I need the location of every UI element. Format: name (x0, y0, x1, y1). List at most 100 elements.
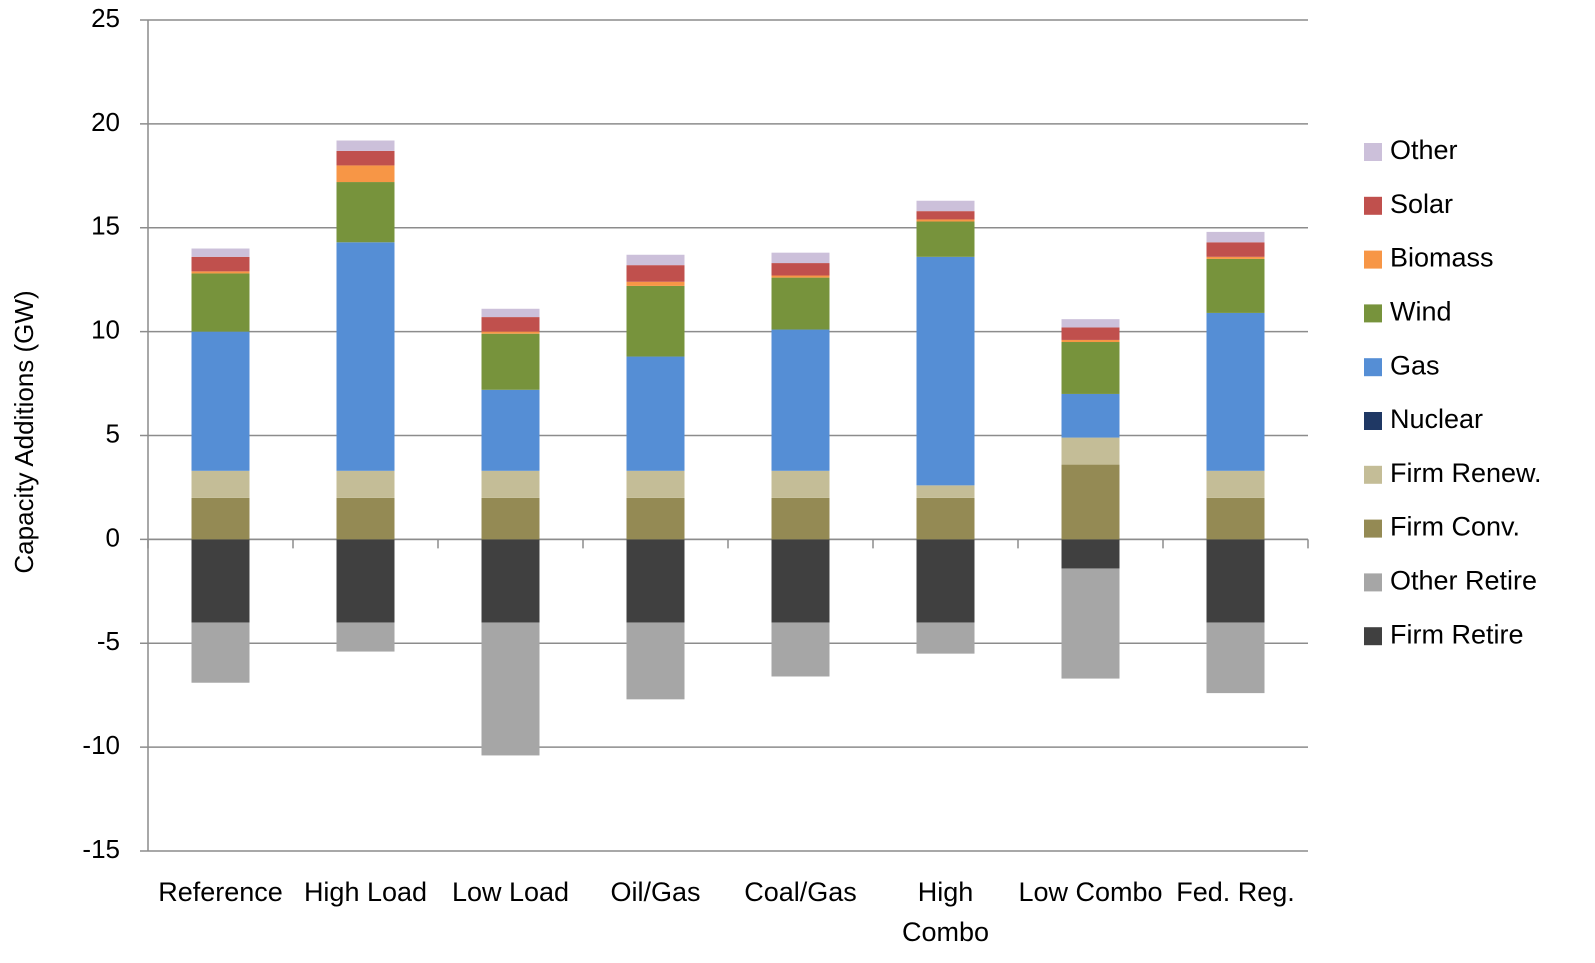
x-tick-label: Low Load (451, 877, 570, 907)
bar-segment (626, 281, 685, 286)
bar-segment (481, 622, 540, 756)
legend-swatch (1364, 250, 1382, 269)
bar-segment (626, 497, 685, 540)
bar-segment (481, 497, 540, 540)
y-tick-label: 0 (106, 522, 120, 552)
bar-segment (916, 622, 975, 654)
bar-segment (916, 219, 975, 222)
legend-label: Wind (1390, 297, 1452, 327)
bar-segment (1061, 339, 1120, 343)
bar-segment (481, 331, 540, 334)
bar-segment (1206, 231, 1265, 243)
bar-segment (1206, 470, 1265, 498)
bar-segment (626, 254, 685, 266)
bar-segment (626, 285, 685, 357)
bar-segment (771, 329, 830, 471)
legend-swatch (1364, 519, 1382, 538)
bar-segment (191, 331, 250, 471)
bar-segment (191, 273, 250, 332)
bar-segment (771, 277, 830, 330)
bar-segment (916, 485, 975, 498)
bar-segment (336, 539, 395, 623)
bar-segment (771, 470, 830, 498)
bar-segment (191, 271, 250, 274)
legend-label: Other (1390, 135, 1458, 165)
bar-segment (191, 497, 250, 540)
bar-segment (1206, 497, 1265, 540)
bar-segment (626, 265, 685, 282)
bar-segment (1206, 622, 1265, 694)
legend-label: Biomass (1390, 243, 1494, 273)
y-tick-label: -5 (97, 626, 120, 656)
bar-segment (481, 539, 540, 623)
bar-segment (336, 622, 395, 652)
x-tick-label: High Combo (901, 877, 990, 947)
y-tick-label: -15 (82, 834, 120, 864)
bar-segment (1061, 464, 1120, 540)
legend-swatch (1364, 196, 1382, 215)
x-tick-label: Oil/Gas (610, 877, 701, 907)
bar-segment (1061, 342, 1120, 394)
bar-segment (1061, 393, 1120, 438)
bar-segment (481, 308, 540, 318)
y-axis-title: Capacity Additions (GW) (9, 290, 39, 573)
legend-label: Gas (1390, 350, 1440, 380)
bar-segment (481, 317, 540, 332)
y-tick-label: 15 (91, 211, 120, 241)
bar-segment (771, 539, 830, 623)
bar-segment (916, 200, 975, 212)
bar-segment (916, 256, 975, 486)
legend-label: Nuclear (1390, 404, 1483, 434)
bar-segment (1061, 437, 1120, 465)
bar-segment (481, 389, 540, 471)
bar-segment (191, 256, 250, 272)
legend-swatch (1364, 573, 1382, 592)
bar-segment (191, 622, 250, 683)
bar-segment (1061, 539, 1120, 569)
x-tick-label: Low Combo (1018, 877, 1163, 907)
x-tick-label: Fed. Reg. (1176, 877, 1295, 907)
legend-label: Firm Conv. (1390, 512, 1520, 542)
bar-segment (481, 470, 540, 498)
bar-segment (336, 497, 395, 540)
legend-swatch (1364, 627, 1382, 646)
bar-segment (481, 333, 540, 390)
x-tick-label: High Load (303, 877, 428, 907)
bar-segment (1061, 319, 1120, 328)
legend-swatch (1364, 465, 1382, 484)
y-tick-label: 20 (91, 107, 120, 137)
bar-segment (191, 470, 250, 498)
bar-segment (626, 539, 685, 623)
legend-swatch (1364, 143, 1382, 161)
bar-segment (626, 356, 685, 471)
bar-segment (336, 150, 395, 166)
legend-label: Other Retire (1390, 566, 1537, 596)
y-tick-label: -10 (82, 730, 120, 760)
bar-segment (1206, 256, 1265, 259)
bar-segment (771, 252, 830, 264)
bar-segment (916, 211, 975, 220)
bar-segment (336, 165, 395, 183)
legend-swatch (1364, 412, 1382, 430)
y-tick-label: 10 (91, 315, 120, 345)
bar-segment (1061, 568, 1120, 679)
bar-segment (336, 182, 395, 243)
bar-segment (771, 622, 830, 677)
bar-segment (336, 140, 395, 151)
legend-label: Firm Renew. (1390, 458, 1542, 488)
bar-segment (191, 539, 250, 623)
x-tick-label: Coal/Gas (744, 877, 857, 907)
legend-swatch (1364, 304, 1382, 323)
bar-segment (1206, 312, 1265, 471)
legend-label: Firm Retire (1390, 619, 1524, 649)
bar-segment (1206, 242, 1265, 257)
bar-segment (626, 470, 685, 498)
y-tick-label: 5 (106, 418, 120, 448)
x-tick-label: Reference (158, 877, 283, 907)
bar-segment (626, 622, 685, 700)
bar-segment (336, 470, 395, 498)
y-tick-label: 25 (91, 3, 120, 33)
bar-segment (1061, 327, 1120, 340)
